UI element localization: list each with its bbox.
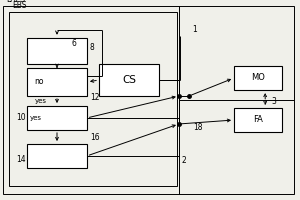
Text: CS: CS (122, 75, 136, 85)
Text: MO: MO (251, 73, 265, 82)
Bar (27, 144, 87, 168)
Bar (234, 108, 282, 132)
Text: 18: 18 (194, 123, 203, 132)
Text: 12: 12 (90, 93, 100, 102)
Text: 3: 3 (272, 97, 276, 106)
Bar (27, 68, 87, 96)
Bar (27, 106, 87, 130)
Text: 16: 16 (90, 133, 100, 142)
Bar (27, 38, 87, 64)
Text: LAPS: LAPS (6, 0, 25, 4)
Bar (99, 64, 159, 96)
Text: 6: 6 (72, 39, 77, 48)
Bar (234, 66, 282, 90)
Text: 8: 8 (90, 43, 95, 52)
Text: 10: 10 (16, 114, 26, 122)
Text: yes: yes (30, 115, 42, 121)
Text: EBS: EBS (12, 1, 26, 10)
Text: 2: 2 (182, 156, 186, 165)
Text: 14: 14 (16, 156, 26, 164)
Text: yes: yes (34, 98, 46, 104)
Bar (9, 12, 177, 186)
Text: FA: FA (253, 116, 263, 124)
Text: no: no (34, 77, 44, 86)
Text: 1: 1 (192, 25, 197, 34)
